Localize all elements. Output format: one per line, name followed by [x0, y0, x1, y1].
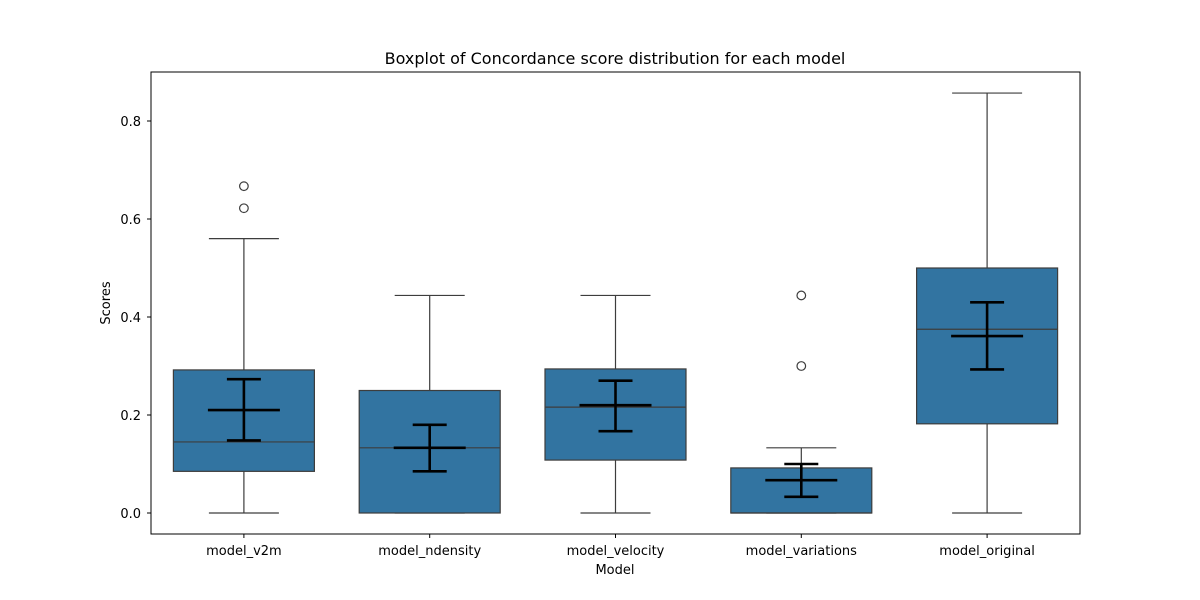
- x-tick-label: model_variations: [746, 544, 857, 559]
- x-tick-label: model_original: [939, 544, 1035, 559]
- x-tick-label: model_v2m: [206, 544, 282, 559]
- plot-area: 0.0 0.2 0.4 0.6 0.8 model_v2m model_ndensity mo…: [120, 71, 1081, 559]
- y-tick-label: 0.2: [120, 409, 141, 424]
- x-tick-label: model_velocity: [567, 544, 665, 559]
- y-tick-label: 0.4: [120, 311, 141, 326]
- outlier-point: [796, 361, 807, 371]
- y-tick-label: 0.8: [120, 115, 141, 130]
- x-axis-label: Model: [595, 563, 634, 578]
- outlier-point: [238, 181, 249, 192]
- y-axis-label: Scores: [99, 281, 114, 324]
- outlier-point: [796, 290, 807, 301]
- chart-title: Boxplot of Concordance score distributio…: [385, 49, 846, 68]
- y-tick-label: 0.0: [120, 507, 141, 522]
- x-tick-label: model_ndensity: [378, 544, 481, 559]
- y-tick-label: 0.6: [120, 213, 141, 228]
- outlier-point: [238, 203, 249, 214]
